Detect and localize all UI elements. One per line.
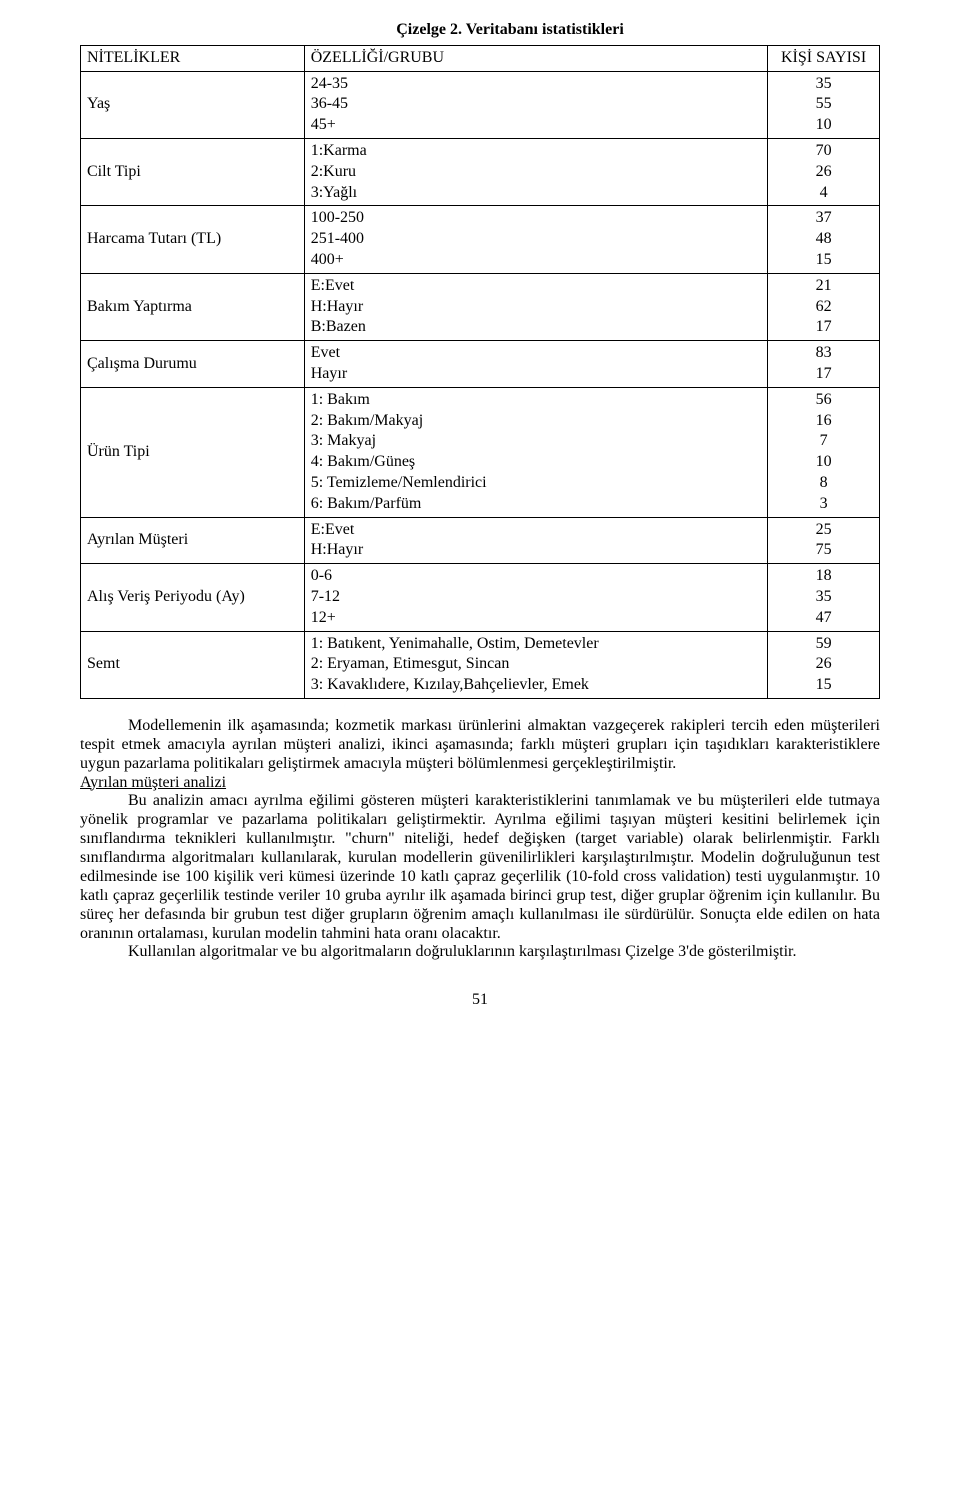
table-row: Alış Veriş Periyodu (Ay)0-67-1212+183547 — [81, 564, 880, 631]
header-feature: ÖZELLİĞİ/GRUBU — [304, 45, 767, 71]
churn-body: Bu analizin amacı ayrılma eğilimi göster… — [80, 792, 880, 943]
cell-attribute: Bakım Yaptırma — [81, 273, 305, 340]
table-header-row: NİTELİKLER ÖZELLİĞİ/GRUBU KİŞİ SAYISI — [81, 45, 880, 71]
table-caption: Çizelge 2. Veritabanı istatistikleri — [140, 20, 880, 41]
cell-feature: 24-3536-4545+ — [304, 71, 767, 138]
cell-count: 561671083 — [768, 387, 880, 517]
cell-count: 374815 — [768, 206, 880, 273]
cell-feature: 0-67-1212+ — [304, 564, 767, 631]
churn-heading: Ayrılan müşteri analizi — [80, 774, 226, 791]
cell-count: 2575 — [768, 517, 880, 564]
cell-count: 592615 — [768, 631, 880, 698]
caption-rest: Veritabanı istatistikleri — [462, 21, 624, 38]
cell-attribute: Semt — [81, 631, 305, 698]
cell-count: 183547 — [768, 564, 880, 631]
cell-feature: 100-250251-400400+ — [304, 206, 767, 273]
cell-feature: E:EvetH:HayırB:Bazen — [304, 273, 767, 340]
statistics-table: NİTELİKLER ÖZELLİĞİ/GRUBU KİŞİ SAYISI Ya… — [80, 45, 880, 699]
paragraph-algorithms: Kullanılan algoritmalar ve bu algoritmal… — [80, 943, 880, 962]
cell-feature: 1: Bakım2: Bakım/Makyaj3: Makyaj4: Bakım… — [304, 387, 767, 517]
table-row: Ürün Tipi1: Bakım2: Bakım/Makyaj3: Makya… — [81, 387, 880, 517]
table-row: Ayrılan MüşteriE:EvetH:Hayır2575 — [81, 517, 880, 564]
cell-attribute: Yaş — [81, 71, 305, 138]
page-number: 51 — [80, 990, 880, 1011]
cell-feature: EvetHayır — [304, 341, 767, 388]
cell-feature: E:EvetH:Hayır — [304, 517, 767, 564]
table-row: Çalışma DurumuEvetHayır8317 — [81, 341, 880, 388]
cell-attribute: Cilt Tipi — [81, 138, 305, 205]
cell-feature: 1:Karma2:Kuru3:Yağlı — [304, 138, 767, 205]
cell-attribute: Ürün Tipi — [81, 387, 305, 517]
header-attributes: NİTELİKLER — [81, 45, 305, 71]
table-row: Bakım YaptırmaE:EvetH:HayırB:Bazen216217 — [81, 273, 880, 340]
cell-count: 216217 — [768, 273, 880, 340]
cell-attribute: Harcama Tutarı (TL) — [81, 206, 305, 273]
cell-attribute: Alış Veriş Periyodu (Ay) — [81, 564, 305, 631]
table-row: Yaş24-3536-4545+355510 — [81, 71, 880, 138]
cell-feature: 1: Batıkent, Yenimahalle, Ostim, Demetev… — [304, 631, 767, 698]
cell-attribute: Çalışma Durumu — [81, 341, 305, 388]
cell-count: 70264 — [768, 138, 880, 205]
table-row: Semt1: Batıkent, Yenimahalle, Ostim, Dem… — [81, 631, 880, 698]
table-row: Harcama Tutarı (TL)100-250251-400400+374… — [81, 206, 880, 273]
cell-attribute: Ayrılan Müşteri — [81, 517, 305, 564]
cell-count: 355510 — [768, 71, 880, 138]
header-count: KİŞİ SAYISI — [768, 45, 880, 71]
table-row: Cilt Tipi1:Karma2:Kuru3:Yağlı70264 — [81, 138, 880, 205]
cell-count: 8317 — [768, 341, 880, 388]
paragraph-modeling: Modellemenin ilk aşamasında; kozmetik ma… — [80, 717, 880, 774]
caption-prefix: Çizelge 2. — [396, 21, 462, 38]
paragraph-churn: Ayrılan müşteri analizi Bu analizin amac… — [80, 774, 880, 944]
